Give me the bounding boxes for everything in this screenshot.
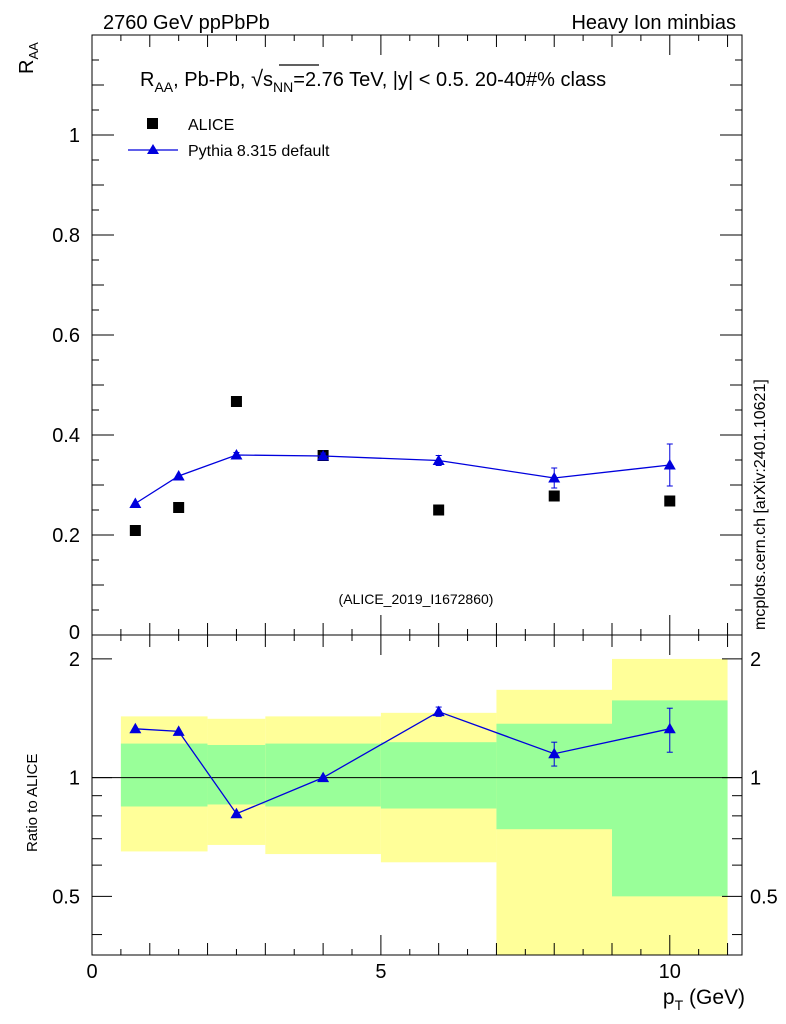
main-y-tick-label: 0 (69, 622, 80, 644)
legend-pythia-marker (147, 144, 159, 154)
alice-point (664, 495, 676, 507)
main-plot: 0 0.2 0.4 0.6 0.8 1 (ALICE_2019_I1672860) (52, 34, 743, 644)
x-tick-label: 10 (659, 961, 681, 983)
x-tick-label: 5 (375, 961, 386, 983)
ratio-pythia-point (230, 807, 243, 819)
x-label-sub: T (675, 997, 684, 1013)
pythia-point (172, 470, 185, 481)
main-y-label-sub: AA (26, 42, 41, 60)
ratio-pythia-point (663, 722, 676, 734)
ratio-y-tick-label-right: 2 (750, 649, 761, 671)
ratio-series (129, 705, 676, 819)
legend: ALICE Pythia 8.315 default (128, 117, 330, 160)
legend-alice-label: ALICE (188, 117, 234, 134)
pythia-point (432, 454, 445, 465)
alice-point (433, 504, 445, 516)
title-sqrt-symbol: √ (251, 66, 264, 91)
ratio-plot: 0.5 0.5 1 1 2 2 (52, 634, 778, 956)
chart-title: RAA, Pb-Pb, √sNN=2.76 TeV, |y| < 0.5. 20… (140, 66, 606, 95)
header-right: Heavy Ion minbias (571, 12, 736, 34)
ratio-y-tick-label: 0.5 (52, 886, 80, 908)
legend-pythia-label: Pythia 8.315 default (188, 143, 330, 160)
ratio-pythia-point (548, 747, 561, 759)
x-label-unit: (GeV) (683, 986, 745, 1009)
main-y-tick-label: 0.2 (52, 525, 80, 547)
legend-alice-marker (147, 118, 158, 129)
title-middle: , Pb-Pb, (173, 69, 251, 91)
x-tick-labels: 0 5 10 (86, 961, 680, 983)
ratio-y-tick-label-right: 1 (750, 768, 761, 790)
watermark: mcplots.cern.ch [arXiv:2401.10621] (752, 379, 769, 630)
x-tick-label: 0 (86, 961, 97, 983)
x-label-main: p (663, 986, 675, 1009)
pythia-point (317, 450, 330, 461)
main-y-tick-label: 0.4 (52, 425, 80, 447)
alice-point (173, 502, 185, 513)
ratio-pythia-point (317, 771, 330, 783)
alice-point (129, 525, 141, 536)
pythia-point (548, 472, 561, 483)
ratio-green-band (120, 743, 208, 807)
main-y-tick-label: 0.6 (52, 325, 80, 347)
ratio-pythia-point (129, 722, 142, 734)
ratio-green-band (207, 744, 266, 805)
ratio-y-tick-label-right: 0.5 (750, 886, 778, 908)
x-axis-label: pT (GeV) (663, 986, 745, 1013)
pythia-line (134, 454, 670, 505)
main-y-tick-labels: 0 0.2 0.4 0.6 0.8 1 (52, 125, 80, 644)
ratio-bands (120, 658, 728, 955)
ratio-y-label: Ratio to ALICE (24, 754, 41, 852)
title-sqrt-s: s (263, 69, 273, 91)
title-prefix: R (140, 69, 154, 91)
alice-point (548, 490, 560, 502)
main-y-label: RAA (16, 42, 41, 74)
pythia-point (230, 449, 243, 460)
title-prefix-sub: AA (154, 79, 173, 95)
alice-point (230, 396, 242, 407)
pythia-point (129, 497, 142, 508)
ratio-pythia-point (432, 705, 445, 717)
main-series (129, 396, 676, 536)
title-sqrt-sub: NN (273, 79, 293, 95)
ratio-y-tick-label: 2 (69, 649, 80, 671)
ratio-green-band (496, 723, 612, 830)
header-left: 2760 GeV ppPbPb (103, 12, 270, 34)
main-y-tick-label: 0.8 (52, 225, 80, 247)
ratio-y-tick-labels: 0.5 0.5 1 1 2 2 (52, 649, 778, 908)
ratio-y-tick-label: 1 (69, 768, 80, 790)
ratio-plot-frame (91, 634, 743, 956)
ratio-green-band (380, 742, 497, 809)
main-y-label-main: R (16, 60, 38, 74)
ratio-pythia-point (172, 725, 185, 736)
main-y-tick-label: 1 (69, 125, 80, 147)
reference-label: (ALICE_2019_I1672860) (339, 591, 494, 607)
title-suffix: =2.76 TeV, |y| < 0.5. 20-40#% class (293, 69, 606, 91)
pythia-point (663, 459, 676, 470)
